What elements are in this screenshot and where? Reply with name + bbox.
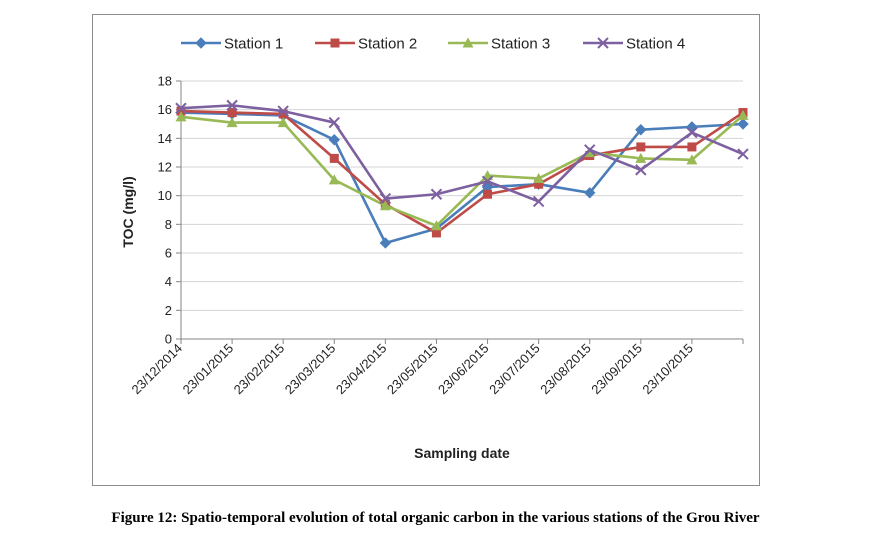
data-point	[329, 153, 339, 163]
data-point	[226, 117, 238, 128]
legend-entry: Station 3	[448, 36, 550, 53]
data-point	[737, 109, 749, 120]
data-point	[686, 126, 698, 139]
data-point	[635, 164, 647, 176]
series-line	[180, 114, 744, 228]
y-tick-label: 12	[158, 160, 172, 175]
data-point	[227, 108, 237, 118]
data-point	[175, 102, 187, 114]
data-point	[379, 200, 391, 211]
series-line	[180, 109, 744, 235]
legend-marker	[597, 37, 609, 49]
data-point	[379, 237, 392, 249]
data-point	[534, 179, 544, 189]
x-tick-label: 23/03/2015	[282, 341, 339, 398]
series-2	[176, 106, 748, 238]
data-point	[328, 116, 340, 129]
legend-entry: Station 4	[583, 36, 685, 53]
legend-entry: Station 1	[181, 36, 283, 53]
data-point	[737, 118, 749, 130]
data-point	[686, 154, 698, 165]
x-tick-label: 23/07/2015	[486, 341, 543, 398]
y-tick-label: 6	[165, 246, 172, 261]
chart-frame: 0 2 4 6 8 10 12 14 16 18 23/12/2014 23/01/2015 23/02…	[92, 14, 760, 486]
data-point	[481, 175, 494, 188]
data-point	[328, 134, 340, 146]
legend-marker	[330, 38, 340, 48]
data-point	[277, 105, 289, 117]
data-point	[635, 152, 647, 163]
y-axis-title: TOC (mg/l)	[120, 176, 136, 247]
data-point	[277, 117, 289, 128]
series-4	[175, 99, 749, 208]
y-tick-label: 2	[165, 303, 172, 318]
data-point	[328, 174, 340, 185]
data-point	[737, 148, 749, 160]
data-point	[584, 144, 596, 156]
y-tick-label: 8	[165, 217, 172, 232]
y-tick-label: 4	[165, 274, 172, 289]
data-point	[533, 172, 545, 183]
x-tick-label: 23/10/2015	[639, 341, 696, 398]
x-tick-label: 23/08/2015	[537, 341, 594, 398]
legend-marker	[195, 37, 207, 49]
x-tick-label: 23/02/2015	[231, 341, 288, 398]
series-1	[175, 106, 749, 249]
series-line	[180, 104, 744, 203]
y-tick-label: 16	[158, 102, 172, 117]
legend-label: Station 3	[491, 36, 550, 53]
data-point	[379, 192, 392, 205]
data-point	[636, 142, 646, 152]
data-point	[687, 142, 697, 152]
series-lines	[175, 99, 749, 249]
data-point	[226, 99, 238, 112]
line-chart: 0 2 4 6 8 10 12 14 16 18 23/12/201423/01/201523/02…	[120, 36, 749, 461]
legend-entry: Station 2	[315, 36, 417, 53]
x-tick-label: 23/05/2015	[384, 341, 441, 398]
legend-label: Station 1	[224, 36, 283, 53]
x-tick-label: 23/04/2015	[333, 341, 390, 398]
y-tick-label: 14	[158, 131, 172, 146]
legend-label: Station 4	[626, 36, 685, 53]
series-line	[180, 111, 744, 245]
y-tick-label: 18	[158, 74, 172, 89]
data-point	[430, 220, 442, 231]
data-point	[278, 109, 288, 119]
y-tick-label: 10	[158, 188, 172, 203]
data-point	[176, 106, 186, 116]
data-point	[430, 188, 443, 200]
data-point	[584, 147, 596, 158]
x-tick-label: 23/06/2015	[435, 341, 492, 398]
legend-label: Station 2	[358, 36, 417, 53]
x-axis-title: Sampling date	[414, 445, 510, 461]
legend-marker	[462, 37, 474, 48]
legend: Station 1 Station 2 Station 3 Station 4	[181, 36, 685, 53]
y-tick-label: 0	[165, 332, 172, 347]
series-3	[175, 109, 749, 231]
data-point	[584, 187, 596, 199]
x-tick-label: 23/12/2014	[128, 341, 185, 398]
gridlines	[181, 80, 743, 311]
figure-caption: Figure 12: Spatio-temporal evolution of …	[111, 510, 760, 526]
data-point	[532, 195, 545, 208]
data-point	[635, 124, 647, 136]
data-point	[175, 111, 187, 122]
x-tick-label: 23/09/2015	[588, 341, 645, 398]
data-point	[483, 189, 493, 199]
x-tick-label: 23/01/2015	[180, 341, 237, 398]
data-point	[431, 228, 441, 238]
